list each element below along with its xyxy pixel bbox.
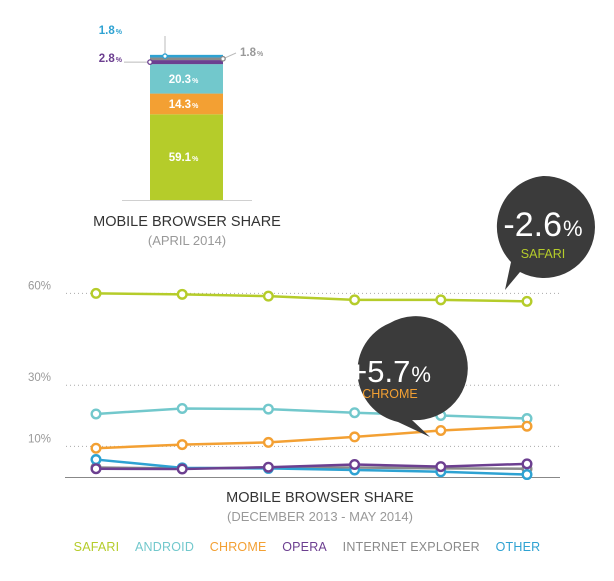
bar-segment-chrome bbox=[150, 93, 223, 115]
series-line-opera bbox=[95, 462, 528, 471]
line-chart-subtitle: (DECEMBER 2013 - MAY 2014) bbox=[227, 509, 413, 524]
legend-chrome: CHROME bbox=[209, 540, 267, 554]
point-safari-4 bbox=[435, 294, 447, 306]
bar-label-unit: % bbox=[116, 57, 123, 64]
bar-label-unit: % bbox=[192, 78, 199, 85]
bar-chart-subtitle: (APRIL 2014) bbox=[148, 233, 226, 248]
point-safari-1 bbox=[176, 288, 188, 300]
bar-segment-safari bbox=[150, 114, 223, 200]
bar-segment-internet-explorer bbox=[150, 57, 223, 61]
point-safari-0 bbox=[90, 287, 102, 299]
point-opera-2 bbox=[262, 461, 274, 473]
bar-label-unit: % bbox=[257, 51, 264, 58]
series-line-other bbox=[95, 458, 528, 476]
series-line-chrome bbox=[95, 424, 528, 450]
y-tick-label-30: 30% bbox=[28, 372, 51, 384]
bar-label-opera: 2.8% bbox=[99, 53, 123, 65]
chrome-callout-label: CHROME bbox=[362, 387, 418, 401]
legend-safari: SAFARI bbox=[73, 540, 120, 554]
point-chrome-4 bbox=[435, 424, 447, 436]
legend-android: ANDROID bbox=[135, 540, 195, 554]
point-safari-2 bbox=[262, 290, 274, 302]
safari-callout-bubble bbox=[496, 175, 595, 290]
point-opera-1 bbox=[176, 463, 188, 475]
bar-label-unit: % bbox=[116, 29, 123, 36]
line-chart-grid: 10% 30% 60% bbox=[28, 280, 560, 478]
chrome-callout-value: +5.7% bbox=[349, 354, 431, 389]
bar-marker-other bbox=[162, 53, 168, 60]
point-opera-4 bbox=[435, 461, 447, 473]
legend-other: OTHER bbox=[495, 540, 541, 554]
line-chart-title: MOBILE BROWSER SHARE bbox=[226, 490, 414, 506]
point-android-0 bbox=[90, 408, 102, 420]
point-safari-3 bbox=[349, 294, 361, 306]
bar-label-other: 1.8% bbox=[99, 25, 123, 37]
bar-label-internet-explorer: 1.8% bbox=[240, 47, 264, 59]
safari-callout-value: -2.6% bbox=[503, 206, 582, 244]
safari-callout-label: SAFARI bbox=[521, 247, 565, 261]
chrome-callout-bubble bbox=[357, 316, 468, 437]
bar-segment-opera bbox=[150, 60, 223, 65]
point-chrome-2 bbox=[262, 436, 274, 448]
legend-internet-explorer: INTERNET EXPLORER bbox=[342, 540, 480, 554]
y-tick-label-60: 60% bbox=[28, 280, 51, 292]
point-opera-0 bbox=[90, 463, 102, 475]
point-other-0 bbox=[90, 454, 102, 466]
point-other-5 bbox=[521, 469, 533, 481]
safari-callout: -2.6% SAFARI bbox=[496, 175, 595, 290]
series-line-safari bbox=[95, 292, 528, 303]
point-chrome-0 bbox=[90, 442, 102, 454]
point-opera-5 bbox=[521, 458, 533, 470]
bar-chart-title: MOBILE BROWSER SHARE bbox=[93, 214, 281, 230]
point-android-1 bbox=[176, 402, 188, 414]
point-android-2 bbox=[262, 403, 274, 415]
stacked-bar-chart: 59.1%14.3%20.3%1.8%2.8%1.8% bbox=[99, 25, 264, 201]
series-line-android bbox=[95, 407, 528, 420]
bar-label-unit: % bbox=[192, 156, 199, 163]
legend-opera: OPERA bbox=[282, 540, 327, 554]
point-chrome-3 bbox=[349, 431, 361, 443]
line-chart bbox=[90, 287, 533, 481]
point-chrome-5 bbox=[521, 420, 533, 432]
bar-segment-android bbox=[150, 64, 223, 94]
y-tick-label-10: 10% bbox=[28, 433, 51, 445]
point-android-3 bbox=[349, 407, 361, 419]
bar-marker-internet-explorer bbox=[220, 55, 226, 62]
point-safari-5 bbox=[521, 295, 533, 307]
point-chrome-1 bbox=[176, 439, 188, 451]
bar-marker-opera bbox=[147, 59, 153, 65]
bar-segment-other bbox=[150, 54, 223, 58]
legend: SAFARI ANDROID CHROME OPERA INTERNET EXP… bbox=[0, 540, 614, 554]
chrome-callout: +5.7% CHROME bbox=[349, 316, 468, 437]
bar-label-unit: % bbox=[192, 103, 199, 110]
point-opera-3 bbox=[349, 458, 361, 470]
